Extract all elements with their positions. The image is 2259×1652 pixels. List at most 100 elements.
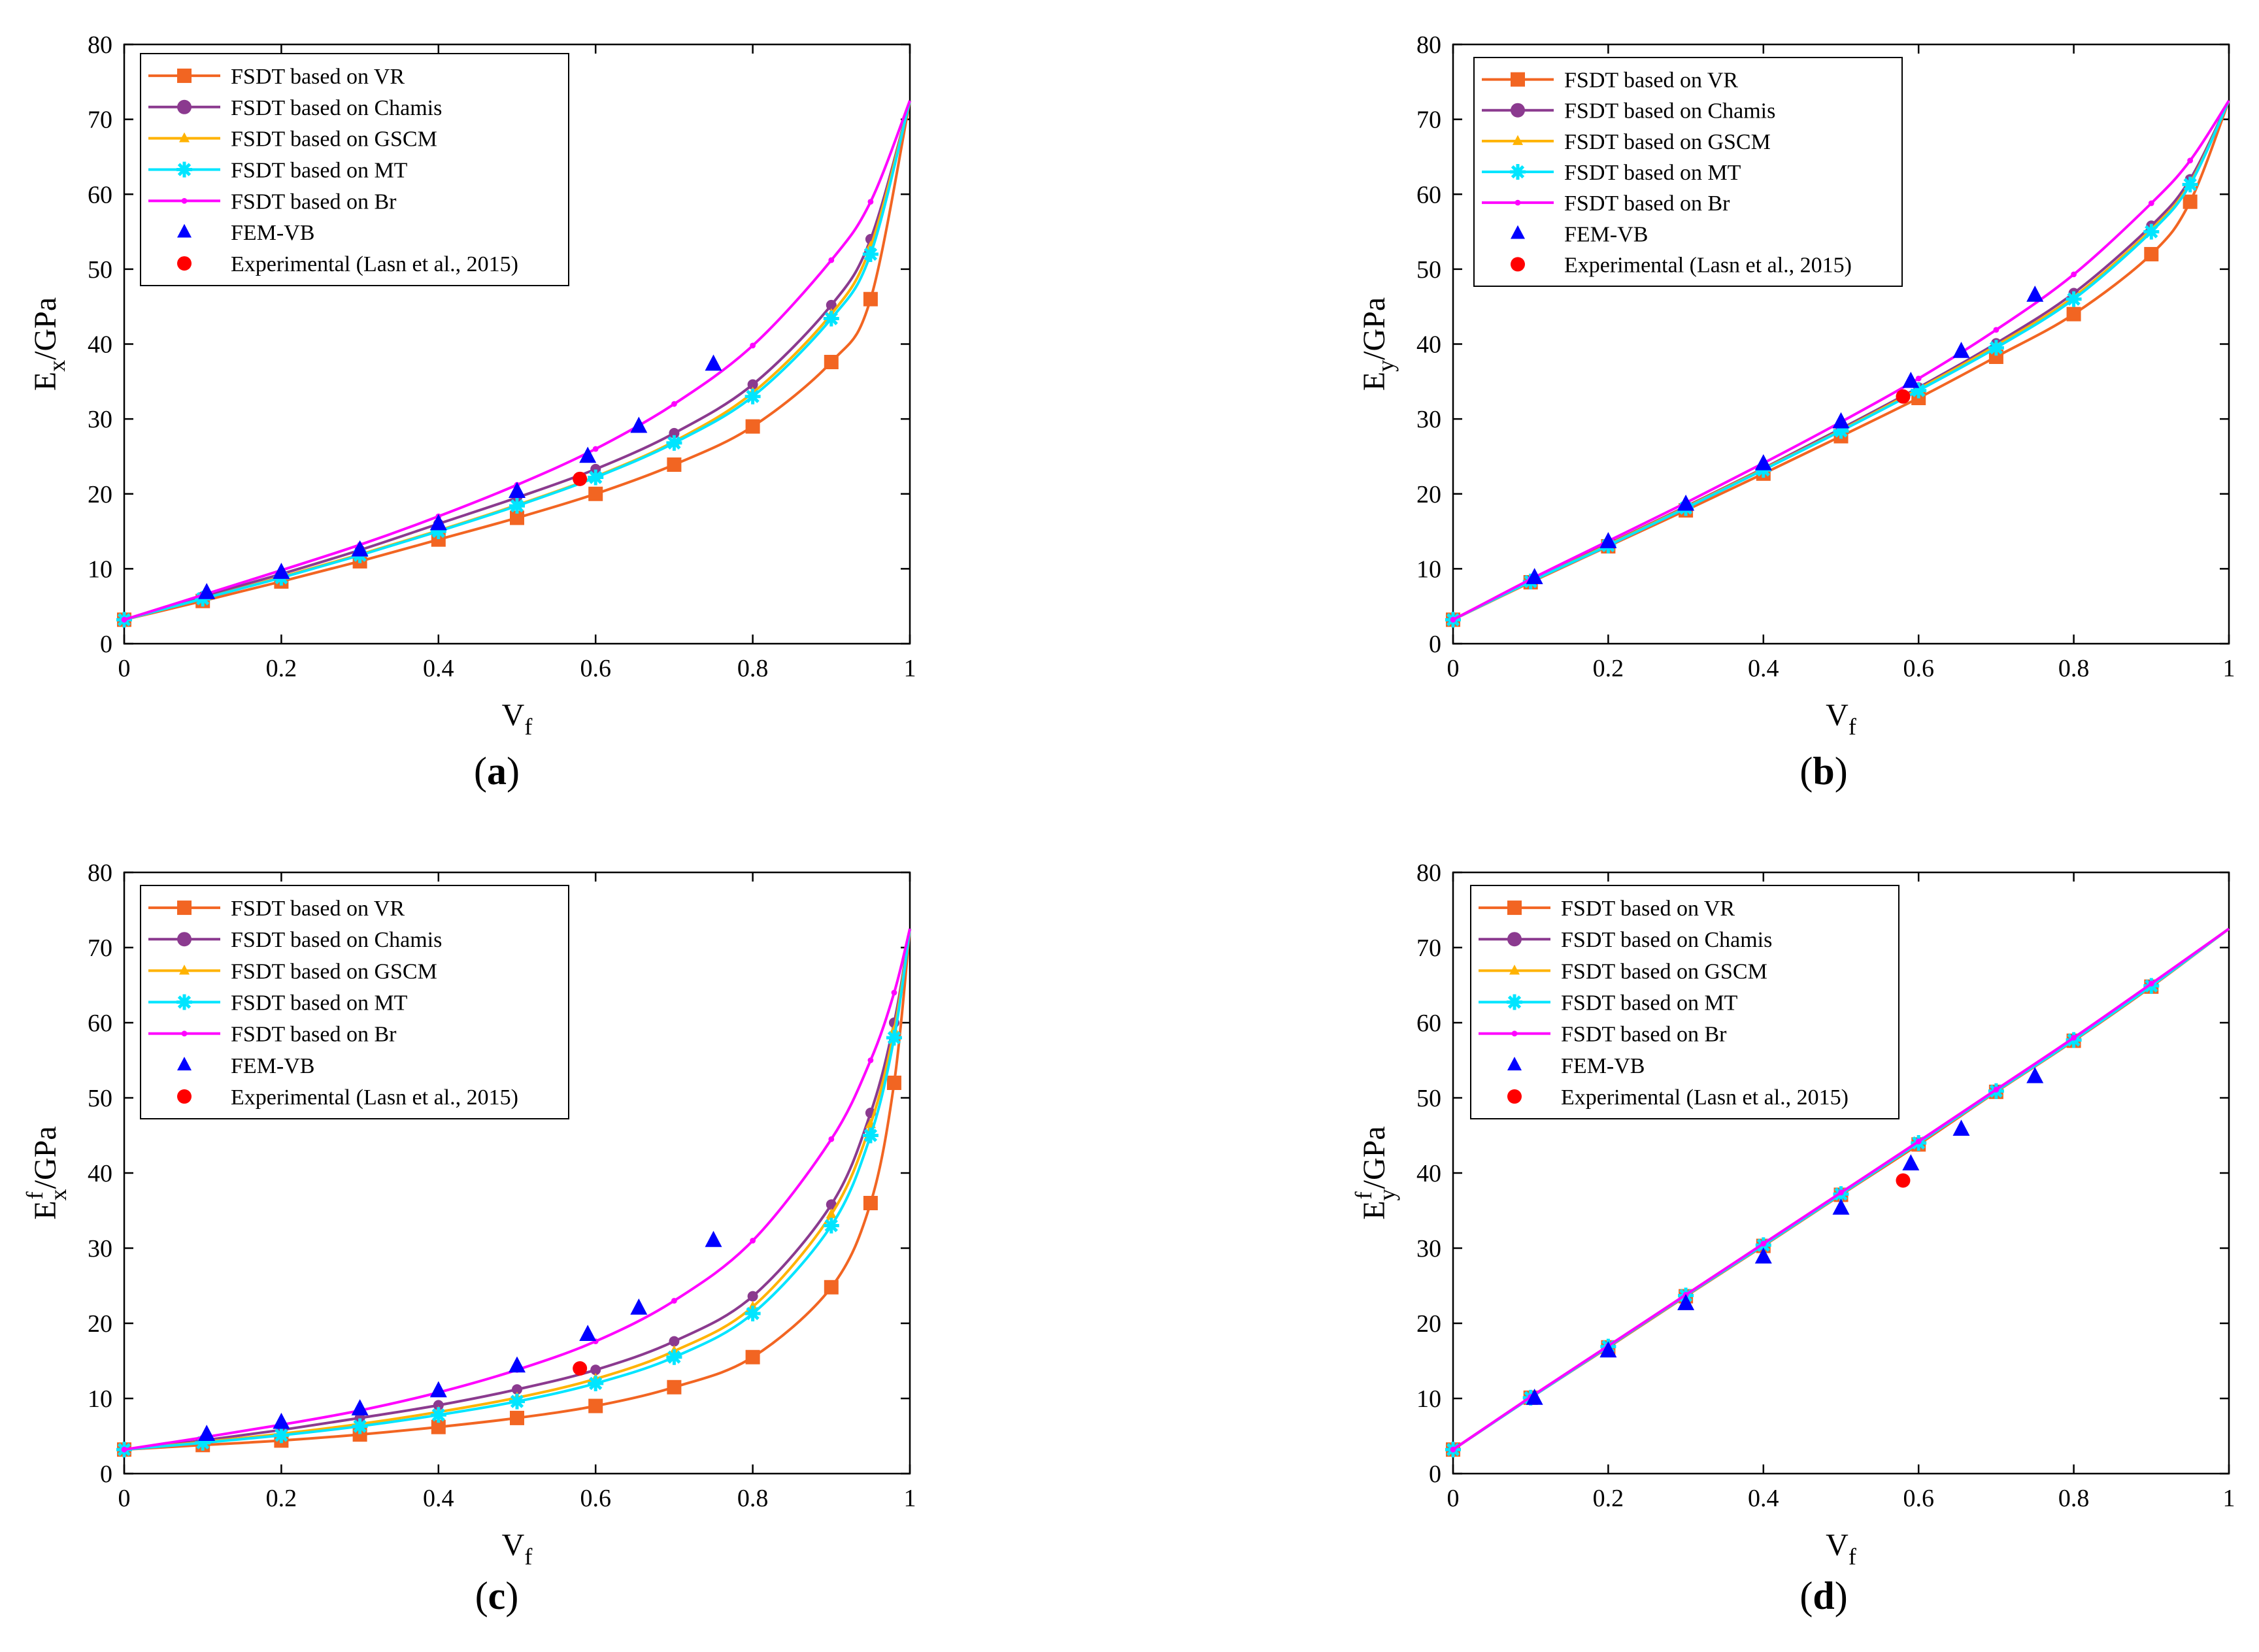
- x-tick-label: 1: [904, 655, 916, 682]
- legend-box: [140, 53, 569, 286]
- y-axis-label-sub: x: [44, 360, 70, 372]
- legend-swatch-marker: [1513, 135, 1523, 145]
- series-exp: [1896, 389, 1911, 404]
- x-axis-label-main: V: [1826, 1528, 1849, 1562]
- legend-swatch-marker: [177, 68, 192, 83]
- data-point: [2071, 271, 2077, 278]
- y-tick-label: 40: [88, 331, 112, 359]
- data-point: [1526, 1389, 1543, 1405]
- y-tick-label: 30: [1416, 406, 1441, 433]
- x-axis-label-sub: f: [524, 714, 532, 740]
- legend-item: Experimental (Lasn et al., 2015): [177, 1085, 518, 1110]
- data-point: [352, 1418, 368, 1434]
- series-fem: [198, 1231, 722, 1441]
- data-point: [862, 246, 878, 262]
- x-axis-label-sub: f: [524, 1544, 532, 1570]
- legend-item: FSDT based on Chamis: [1479, 928, 1772, 952]
- data-point: [2182, 176, 2198, 193]
- marker-stroke: [510, 499, 524, 513]
- x-tick-label: 0.2: [1593, 1485, 1624, 1512]
- x-tick-label: 0.6: [1903, 655, 1934, 682]
- legend-swatch-marker: [177, 900, 192, 916]
- data-point: [828, 1136, 835, 1142]
- legend-label: FSDT based on Chamis: [231, 928, 442, 952]
- caption-open: (: [475, 1574, 488, 1617]
- legend-item: FSDT based on Br: [148, 1023, 397, 1047]
- marker-stroke: [1507, 995, 1522, 1009]
- chart-panel-b: 0 0.2 0.4 0.6 0.8 101020304050607080VfEy/GPaF…: [1357, 31, 2235, 740]
- legend-item: FSDT based on VR: [148, 897, 405, 921]
- legend-item: Experimental (Lasn et al., 2015): [177, 252, 518, 276]
- y-axis-label: Efy/GPa: [1350, 1126, 1400, 1219]
- legend: FSDT based on VR FSDT based on Chamis FSDT…: [1473, 57, 1903, 287]
- data-point: [588, 1398, 603, 1413]
- x-tick-label: 0.4: [1748, 1485, 1779, 1512]
- data-point: [705, 1231, 722, 1247]
- data-point: [1832, 412, 1850, 429]
- x-tick-label: 0.2: [1593, 655, 1624, 682]
- legend-label: FSDT based on VR: [1564, 69, 1738, 93]
- panel-caption: (b): [1799, 750, 1847, 793]
- legend-item: Experimental (Lasn et al., 2015): [1507, 1085, 1849, 1110]
- marker-stroke: [746, 1306, 760, 1321]
- data-point: [888, 1024, 899, 1034]
- data-point: [2143, 223, 2160, 240]
- legend-swatch-marker: [1514, 199, 1521, 206]
- x-tick-label: 0.4: [423, 1485, 454, 1512]
- caption-open: (: [1799, 750, 1813, 793]
- legend-item: FSDT based on GSCM: [148, 959, 437, 983]
- y-axis-label-main: E: [1357, 1200, 1392, 1219]
- legend-label: FSDT based on GSCM: [231, 127, 437, 152]
- caption-open: (: [1799, 1574, 1813, 1617]
- data-point: [588, 486, 603, 501]
- data-point: [579, 1325, 597, 1341]
- x-tick-label: 0.2: [266, 655, 297, 682]
- y-tick-label: 40: [1416, 331, 1441, 359]
- x-axis-label-sub: f: [1849, 714, 1856, 740]
- marker-stroke: [177, 163, 192, 176]
- data-point: [1838, 1189, 1844, 1196]
- x-tick-label: 0: [118, 1485, 131, 1512]
- legend-item: FSDT based on VR: [148, 65, 405, 89]
- data-point: [862, 1127, 878, 1144]
- marker-stroke: [863, 1129, 878, 1142]
- legend-swatch-marker: [181, 197, 188, 204]
- x-tick-label: 0: [1447, 655, 1460, 682]
- y-tick-label: 10: [1416, 1385, 1441, 1413]
- marker-stroke: [275, 1429, 288, 1442]
- legend-item: FSDT based on GSCM: [1482, 130, 1771, 154]
- legend-label: FSDT based on MT: [231, 991, 408, 1016]
- data-point: [747, 379, 758, 390]
- data-point: [510, 510, 524, 525]
- x-tick-label: 0.8: [737, 1485, 769, 1512]
- marker-stroke: [1912, 384, 1926, 397]
- data-point: [747, 1291, 758, 1302]
- data-point: [1526, 568, 1543, 584]
- legend-item: FSDT based on Br: [1482, 191, 1730, 216]
- legend-swatch-marker: [179, 132, 190, 142]
- data-point: [745, 419, 760, 434]
- marker-stroke: [1511, 165, 1525, 179]
- data-point: [2148, 980, 2154, 987]
- x-axis-label: Vf: [1826, 1528, 1856, 1570]
- series-fem: [1526, 286, 2044, 584]
- y-axis-label-sup: f: [1350, 1191, 1377, 1199]
- legend-label: FSDT based on Br: [231, 1023, 397, 1047]
- y-tick-label: 60: [88, 1010, 112, 1037]
- data-point: [1677, 1294, 1695, 1310]
- data-point: [1952, 1119, 1970, 1136]
- chart-panel-a: 0 0.2 0.4 0.6 0.8 101020304050607080VfEx/GPaF…: [28, 31, 916, 740]
- marker-stroke: [353, 1419, 367, 1433]
- y-axis-label-main: E: [1357, 372, 1392, 391]
- y-tick-label: 80: [88, 31, 112, 59]
- y-axis-label-main: E: [28, 372, 63, 391]
- panel-caption: (a): [474, 750, 520, 793]
- marker-stroke: [431, 1408, 445, 1422]
- legend-swatch-marker: [179, 965, 190, 975]
- chart-panel-c: 0 0.2 0.4 0.6 0.8 101020304050607080VfEfx/GPa…: [22, 859, 916, 1570]
- legend-swatch-marker: [177, 1057, 192, 1071]
- data-point: [2183, 194, 2198, 209]
- chart-panel-d: 0 0.2 0.4 0.6 0.8 101020304050607080VfEfy/GPa…: [1350, 859, 2235, 1570]
- x-tick-label: 0.8: [2058, 1485, 2090, 1512]
- data-point: [1677, 494, 1695, 511]
